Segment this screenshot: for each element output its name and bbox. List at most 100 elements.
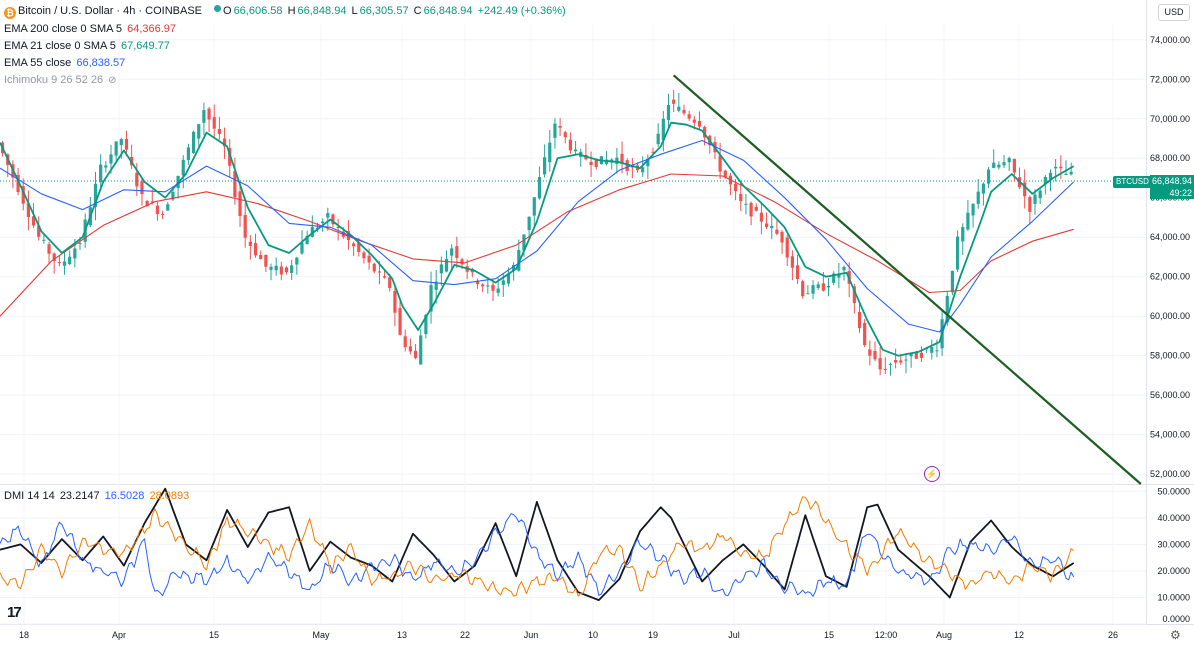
candle (620, 141, 624, 174)
candle-body (444, 258, 449, 272)
candle (863, 318, 867, 348)
candle (491, 279, 495, 302)
candle-body (734, 183, 738, 192)
candle (393, 286, 397, 327)
candle-body (548, 142, 552, 163)
gear-icon[interactable]: ⚙ (1170, 628, 1181, 642)
candle-body (73, 248, 77, 259)
candle-body (1043, 176, 1047, 185)
candle (543, 144, 547, 178)
candle (1028, 195, 1032, 225)
candle-body (295, 257, 299, 265)
candle-body (1028, 196, 1032, 212)
candle (161, 210, 165, 220)
eye-off-icon[interactable]: ⊘ (108, 75, 117, 86)
candle (868, 340, 872, 366)
price-tick-label: 54,000.00 (1150, 430, 1190, 440)
candle-body (114, 141, 118, 156)
candle-body (62, 261, 67, 266)
candle (919, 346, 924, 362)
candle-body (104, 165, 108, 168)
candle-body (393, 291, 397, 313)
dmi-minus-value: 28.0893 (149, 490, 190, 502)
candle (759, 203, 764, 235)
candle (42, 233, 46, 244)
candle-body (47, 244, 51, 254)
candle (57, 255, 61, 267)
flash-icon[interactable]: ⚡ (924, 466, 940, 482)
candle-body (284, 267, 289, 273)
price-tick-label: 52,000.00 (1150, 469, 1190, 479)
candle-body (253, 243, 258, 256)
candle-body (981, 183, 985, 194)
candle (150, 189, 154, 205)
indicator-legend-ema200[interactable]: EMA 200 close 0 SMA 5 64,366.97 (4, 22, 178, 36)
candle-body (424, 314, 428, 335)
candle-body (573, 149, 578, 152)
candle (486, 279, 490, 294)
low-label: L (351, 5, 358, 17)
candle-body (661, 118, 665, 141)
candle-body (558, 125, 562, 128)
dmi-tick-label: 0.0000 (1162, 614, 1190, 624)
candle-body (57, 262, 61, 264)
candle-body (749, 202, 753, 217)
candle (955, 230, 960, 273)
candle-body (460, 259, 464, 265)
candle-body (919, 352, 924, 358)
candle-body (336, 227, 340, 229)
candle (661, 111, 665, 152)
candle (186, 143, 191, 166)
candle-body (233, 171, 237, 197)
tradingview-logo-icon[interactable]: 17 (7, 604, 22, 621)
candle (584, 143, 588, 161)
symbol-title[interactable]: Bitcoin / U.S. Dollar · 4h · COINBASE (18, 5, 202, 17)
candle (573, 140, 578, 155)
last-price-tag: 66,848.94 49:22 (1150, 175, 1194, 199)
candle-body (243, 214, 247, 238)
indicator-label: EMA 55 close (4, 57, 72, 69)
candle (961, 223, 965, 256)
candle-body (811, 285, 815, 294)
candle (687, 110, 691, 121)
price-tick-label: 70,000.00 (1150, 114, 1190, 124)
candle (222, 127, 227, 160)
indicator-legend-ichimoku[interactable]: Ichimoku 9 26 52 26 ⊘ (4, 73, 119, 88)
time-tick-label: 12:00 (875, 630, 898, 640)
candle (630, 158, 634, 179)
candle-body (842, 266, 846, 271)
indicator-legend-ema55[interactable]: EMA 55 close 66,838.57 (4, 56, 127, 70)
candle-body (863, 322, 867, 346)
candle (26, 190, 30, 231)
candle-body (1012, 158, 1016, 173)
candle (1007, 156, 1011, 171)
change-value: +242.49 (+0.36%) (477, 5, 566, 17)
candle (697, 111, 702, 130)
candle-body (1048, 172, 1053, 180)
candle-body (997, 164, 1001, 168)
currency-selector[interactable]: USD (1158, 4, 1190, 21)
candle (114, 141, 118, 161)
candle (878, 347, 882, 376)
bitcoin-icon: ₿ (4, 7, 16, 19)
dmi-adx-value: 23.2147 (59, 490, 100, 502)
ma-line (0, 139, 1075, 333)
high-label: H (287, 5, 296, 17)
candle-body (832, 273, 836, 283)
price-tick-label: 68,000.00 (1150, 153, 1190, 163)
indicator-legend-ema21[interactable]: EMA 21 close 0 SMA 5 67,649.77 (4, 39, 172, 53)
dmi-legend[interactable]: DMI 14 14 23.2147 16.5028 28.0893 (4, 489, 191, 503)
candle (450, 244, 454, 269)
candle (155, 201, 160, 221)
candle-body (506, 273, 511, 284)
candle-body (264, 254, 268, 267)
candle (894, 348, 898, 369)
candle-body (145, 201, 149, 207)
candle (537, 166, 542, 200)
candle-body (52, 253, 56, 261)
candle-body (191, 131, 196, 154)
candle-body (491, 284, 495, 291)
candle-body (837, 274, 841, 278)
candle (904, 353, 908, 374)
